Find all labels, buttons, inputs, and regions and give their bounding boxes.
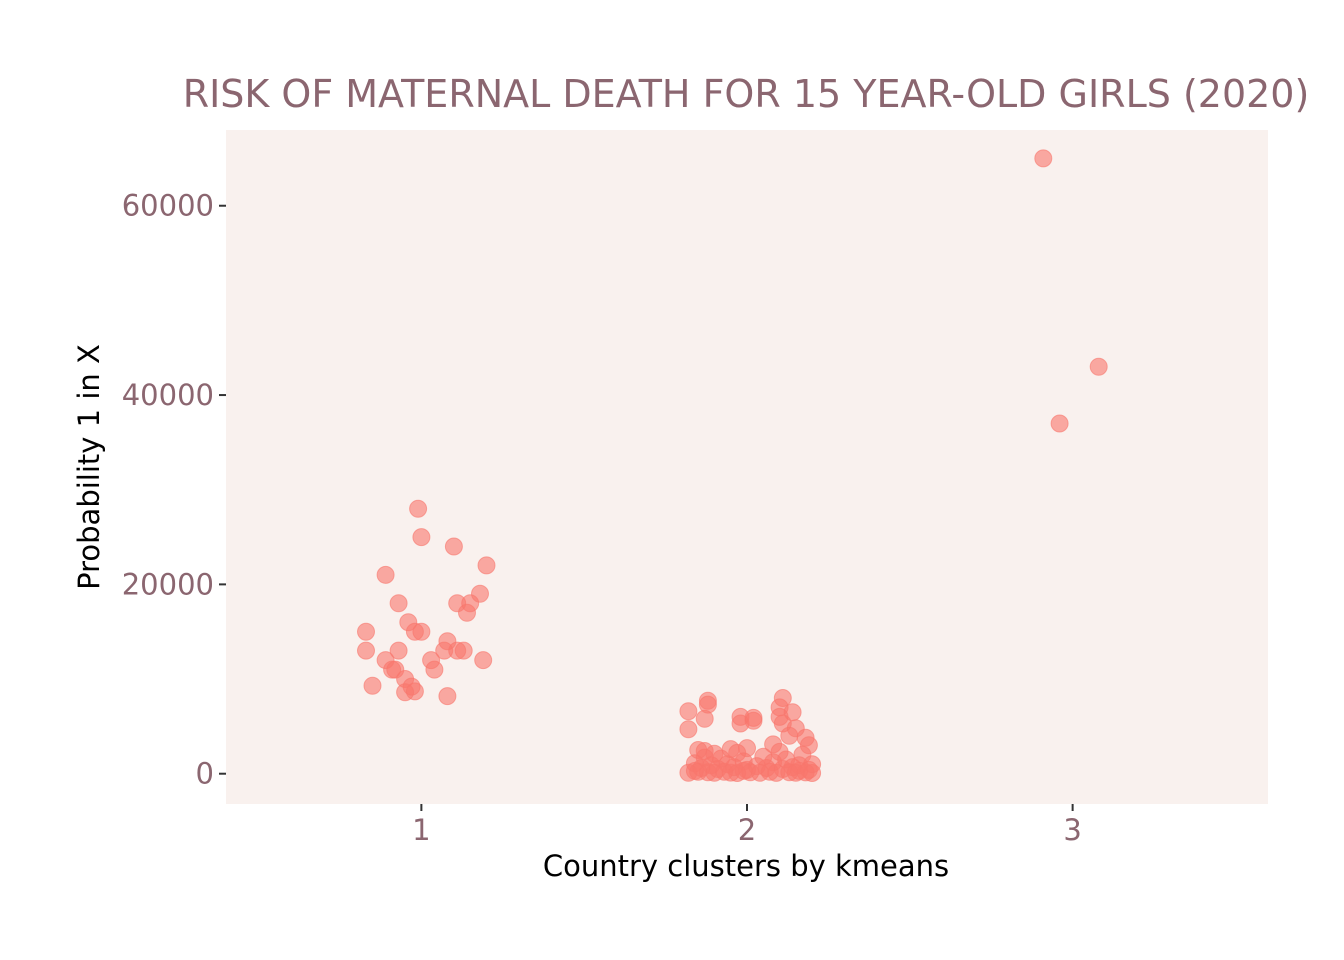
data-point [474, 651, 493, 670]
data-point [783, 703, 802, 722]
data-point [744, 711, 763, 730]
data-point [790, 761, 809, 780]
data-point [363, 676, 382, 695]
data-point [695, 748, 714, 767]
data-point [389, 641, 408, 660]
x-axis-label: Country clusters by kmeans [543, 849, 949, 883]
data-point [357, 641, 375, 660]
x-tick-label: 3 [1063, 813, 1081, 847]
y-tick-label: 20000 [122, 567, 214, 601]
x-tick-label: 1 [412, 813, 430, 847]
x-axis: 1 2 3 [412, 804, 1082, 847]
y-tick-label: 40000 [122, 378, 214, 412]
data-point [1034, 149, 1053, 168]
y-tick-label: 60000 [122, 189, 214, 223]
y-axis: 0 20000 40000 60000 [122, 189, 226, 791]
data-point [412, 528, 431, 547]
data-point [425, 660, 444, 679]
data-point [454, 641, 473, 660]
x-tick-label: 2 [738, 813, 756, 847]
data-point [376, 565, 395, 584]
data-point [695, 709, 714, 728]
data-point [409, 499, 428, 518]
data-point [1050, 414, 1069, 433]
data-point [734, 761, 753, 780]
data-point [438, 687, 457, 706]
chart-title: RISK OF MATERNAL DEATH FOR 15 YEAR-OLD G… [183, 72, 1310, 116]
data-point [770, 742, 789, 761]
data-point [471, 584, 489, 603]
data-point [679, 720, 698, 739]
data-point [1089, 357, 1108, 376]
data-point [780, 726, 799, 745]
data-point [389, 594, 408, 613]
data-point [679, 702, 698, 721]
data-point [477, 556, 496, 575]
data-point [405, 682, 424, 701]
data-point [444, 537, 463, 556]
plot-panel [226, 130, 1268, 804]
data-points [357, 149, 1108, 782]
data-point [357, 622, 375, 641]
data-point [412, 622, 431, 641]
y-axis-label: Probability 1 in X [72, 344, 106, 590]
data-point [685, 761, 704, 780]
y-tick-label: 0 [196, 757, 214, 791]
